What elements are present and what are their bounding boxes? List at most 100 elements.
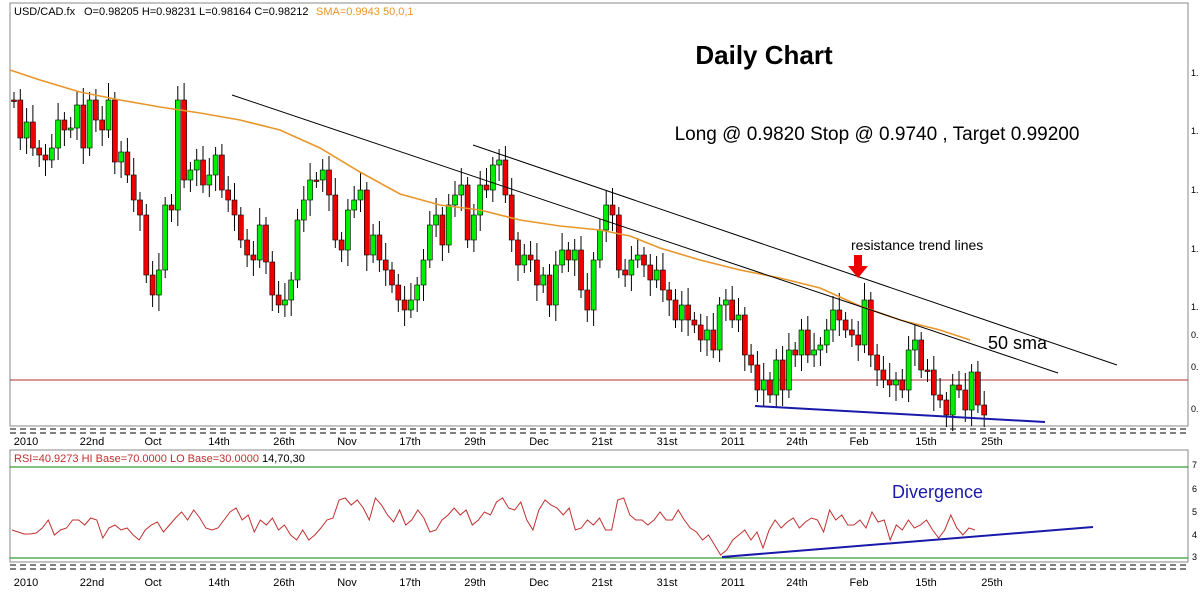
- candle-body: [250, 254, 257, 261]
- candle-body: [496, 159, 502, 166]
- x-tick-label: 22nd: [80, 436, 104, 448]
- resistance-trend-line-1: [231, 94, 1059, 374]
- x-tick-label: 2010: [14, 577, 38, 589]
- x-axis-rsi: 2010 22nd Oct 14th 26th Nov 17th 29th Dec 21st 31s…: [10, 564, 1188, 589]
- candle-body: [477, 184, 484, 216]
- price-axis-tick: 0.: [1191, 404, 1199, 414]
- resistance-arrow-icon: [848, 255, 868, 278]
- x-tick-label: 25th: [981, 436, 1002, 448]
- x-tick-label: 29th: [464, 577, 485, 589]
- x-tick-label: 14th: [208, 436, 229, 448]
- candle-body: [930, 369, 937, 396]
- candle-body: [905, 349, 912, 391]
- candle-body: [748, 354, 754, 366]
- candle-body: [975, 371, 981, 406]
- candle-body: [263, 224, 269, 263]
- candle-body: [817, 344, 824, 351]
- sma-50-line: [9, 69, 971, 341]
- resistance-annotation: resistance trend lines: [851, 237, 983, 253]
- candle-body: [760, 379, 767, 391]
- candle-body: [981, 404, 988, 416]
- candle-body: [452, 194, 458, 206]
- candle-body: [597, 229, 603, 261]
- x-tick-label: 14th: [208, 577, 229, 589]
- candle-body: [426, 224, 433, 261]
- price-axis-tick: 1.: [1191, 126, 1199, 136]
- rsi-divergence-line: [721, 526, 1094, 558]
- candle-body: [200, 159, 206, 186]
- candle-body: [464, 184, 471, 241]
- x-tick-label: Dec: [529, 577, 549, 589]
- candle-body: [729, 299, 736, 321]
- candle-body: [565, 249, 572, 261]
- candle-body: [86, 99, 93, 149]
- candle-body: [149, 274, 156, 296]
- candle-body: [124, 151, 131, 176]
- candle-body: [641, 254, 647, 266]
- candle-body: [137, 199, 143, 216]
- candle-body: [168, 204, 175, 211]
- candle-body: [445, 204, 452, 246]
- candle-body: [836, 309, 843, 321]
- candle-body: [225, 189, 231, 201]
- candle-body: [175, 99, 181, 211]
- candle-body: [622, 269, 628, 276]
- x-tick-label: Oct: [144, 436, 161, 448]
- candle-body: [918, 339, 925, 371]
- candle-body: [855, 334, 862, 346]
- candle-body: [23, 121, 30, 139]
- x-tick-label: Oct: [144, 577, 161, 589]
- candle-body: [187, 169, 194, 181]
- candle-body: [313, 179, 320, 182]
- candle-body: [653, 269, 660, 281]
- candle-body: [590, 259, 597, 311]
- rsi-axis-tick: 4: [1192, 530, 1197, 540]
- candle-body: [162, 204, 168, 271]
- ohlc-readout: O=0.98205 H=0.98231 L=0.98164 C=0.98212: [84, 6, 309, 18]
- price-axis-tick: 0.: [1191, 362, 1199, 372]
- x-tick-label: 31st: [657, 436, 678, 448]
- candle-body: [307, 179, 313, 201]
- candle-body: [118, 151, 124, 163]
- candle-body: [93, 99, 99, 121]
- rsi-axis-tick: 6: [1192, 484, 1197, 494]
- candle-body: [578, 249, 584, 291]
- rsi-line: [11, 496, 976, 556]
- candle-body: [193, 159, 200, 171]
- x-tick-label: 26th: [273, 436, 294, 448]
- candle-body: [143, 214, 150, 276]
- x-tick-label: 21st: [592, 436, 613, 448]
- candle-body: [830, 309, 836, 331]
- sma-annotation: 50 sma: [988, 333, 1048, 353]
- candle-body: [458, 184, 465, 196]
- candle-body: [741, 314, 748, 356]
- candle-body: [112, 99, 118, 163]
- candle-body: [36, 147, 43, 156]
- candle-body: [798, 329, 805, 356]
- candle-body: [275, 294, 282, 306]
- candle-body: [212, 154, 219, 176]
- candle-body: [634, 254, 641, 261]
- candle-body: [67, 127, 74, 131]
- rsi-axis-tick: 3: [1192, 552, 1197, 562]
- candle-body: [401, 299, 408, 311]
- candle-body: [804, 329, 811, 356]
- candle-body: [471, 214, 477, 241]
- candle-body: [786, 349, 792, 391]
- candle-body: [420, 259, 427, 286]
- candle-body: [376, 234, 383, 261]
- candle-body: [181, 99, 187, 181]
- candle-body: [256, 224, 263, 261]
- candle-body: [886, 379, 893, 386]
- rsi-axis: 7 6 5 4 3: [1192, 460, 1197, 562]
- candle-body: [332, 194, 339, 241]
- candle-body: [849, 329, 855, 336]
- candle-body: [219, 154, 225, 191]
- candle-body: [11, 99, 17, 102]
- candle-body: [628, 259, 635, 276]
- candle-body: [874, 354, 880, 371]
- candle-body: [300, 199, 307, 221]
- candle-body: [962, 389, 969, 411]
- candle-body: [30, 121, 36, 149]
